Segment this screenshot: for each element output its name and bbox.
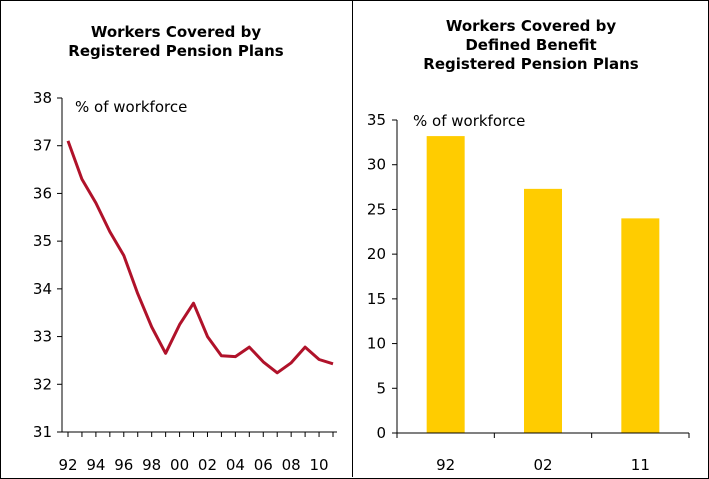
line-chart-x-tick-label: 10 [310, 456, 329, 474]
bar-chart-bar-11 [621, 218, 660, 433]
bar-chart-y-tick-label: 5 [376, 379, 386, 397]
bar-chart-y-tick-label: 15 [367, 290, 386, 308]
bar-chart-y-tick-label: 10 [367, 335, 386, 353]
line-chart-x-tick-label: 94 [86, 456, 105, 474]
bar-chart-axes [396, 120, 689, 434]
bar-chart-x-ticks: 92 02 11 [396, 433, 690, 474]
bar-chart-x-tick-label: 11 [631, 456, 650, 474]
line-chart-x-ticks: 92 94 96 98 00 02 04 06 08 10 [58, 432, 334, 474]
bar-chart-title-line: Workers Covered by [446, 17, 617, 35]
bar-chart-bar-92 [426, 136, 465, 433]
line-chart-x-tick-label: 02 [198, 456, 217, 474]
line-chart-y-tick-label: 38 [33, 89, 52, 107]
bar-chart-title-line: Registered Pension Plans [423, 55, 638, 73]
bar-chart-y-tick-label: 25 [367, 200, 386, 218]
line-chart-x-tick-label: 08 [282, 456, 301, 474]
line-chart-series [66, 140, 334, 375]
line-chart-series-line [66, 140, 334, 375]
bar-chart-bar-02 [524, 188, 562, 433]
line-chart-y-tick-label: 35 [33, 232, 52, 250]
bar-chart-y-tick-label: 35 [367, 111, 386, 129]
line-chart-x-tick-label: 04 [226, 456, 245, 474]
bar-chart-bars [426, 136, 660, 433]
line-chart-x-tick-label: 06 [254, 456, 273, 474]
line-chart-title-line: Workers Covered by [91, 23, 262, 41]
line-chart-unit-label: % of workforce [75, 98, 187, 116]
line-chart-x-tick-label: 98 [142, 456, 161, 474]
bar-chart-y-tick-label: 30 [367, 156, 386, 174]
line-chart-y-tick-label: 32 [33, 375, 52, 393]
line-chart-title-line: Registered Pension Plans [68, 42, 283, 60]
bar-chart-y-ticks: 0 5 10 15 20 25 30 35 [367, 111, 397, 442]
line-chart-y-ticks: 31 32 33 34 35 36 37 38 [33, 89, 62, 441]
line-chart-y-tick-label: 36 [33, 184, 52, 202]
bar-chart-x-tick-label: 92 [436, 456, 455, 474]
line-chart-y-tick-label: 34 [33, 280, 52, 298]
line-chart-y-tick-label: 31 [33, 423, 52, 441]
bar-chart-title-line: Defined Benefit [465, 36, 596, 54]
bar-chart-x-tick-label: 02 [533, 456, 552, 474]
line-chart-y-tick-label: 37 [33, 137, 52, 155]
line-chart-x-tick-label: 00 [170, 456, 189, 474]
bar-chart-y-tick-label: 0 [376, 424, 386, 442]
line-chart-y-tick-label: 33 [33, 328, 52, 346]
bar-chart-unit-label: % of workforce [413, 112, 525, 130]
panel-divider [352, 0, 353, 477]
bar-chart-y-tick-label: 20 [367, 245, 386, 263]
line-chart-x-tick-label: 92 [58, 456, 77, 474]
line-chart-x-tick-label: 96 [114, 456, 133, 474]
